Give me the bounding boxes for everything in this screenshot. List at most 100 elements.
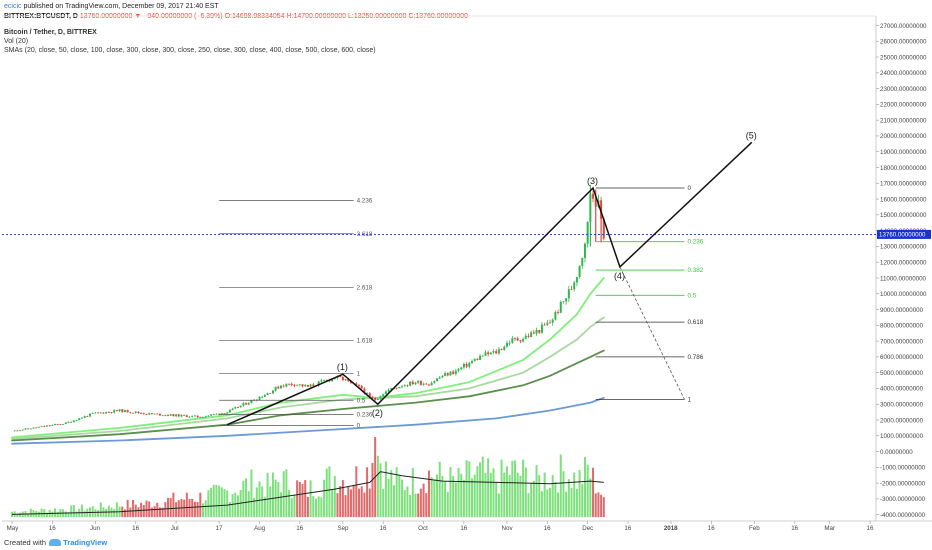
candle-body (13, 430, 16, 432)
fib-extension-label: 0.5 (357, 397, 366, 404)
volume-bar (196, 501, 199, 518)
price-tick-label: 20000.00000000 (880, 133, 927, 140)
candle-body (567, 289, 570, 299)
author-link[interactable]: ecicic (4, 3, 22, 10)
candle-body (266, 393, 269, 396)
candle-body (358, 384, 361, 386)
legend-title[interactable]: Bitcoin / Tether, D, BITTREX (4, 29, 97, 36)
volume-bar (392, 485, 395, 518)
volume-bar (395, 467, 398, 518)
legend-volume[interactable]: Vol (20) (4, 38, 29, 45)
candle-body (35, 427, 38, 429)
candle-body (245, 403, 248, 405)
price-tick-label: 22000.00000000 (880, 102, 927, 109)
candle-body (142, 413, 145, 415)
volume-bar (158, 507, 161, 518)
price-tick-label: -3000.00000000 (880, 496, 926, 503)
price-tick-label: 12000.00000000 (880, 259, 927, 266)
volume-bar (16, 513, 19, 518)
candle-body (118, 409, 121, 412)
time-tick-label: Sep (337, 525, 349, 532)
volume-bar (325, 468, 328, 518)
candle-body (384, 391, 387, 395)
candle-body (403, 385, 406, 387)
candle-body (86, 416, 89, 417)
volume-bar (522, 459, 525, 518)
candle-body (80, 417, 83, 419)
candle-body (511, 338, 514, 343)
volume-bar (317, 496, 320, 518)
volume-bar (290, 498, 293, 518)
candle-body (62, 424, 65, 425)
candle-body (204, 416, 207, 418)
volume-bar (425, 493, 428, 518)
volume-bar (379, 463, 382, 518)
volume-ma (11, 471, 604, 515)
volume-bar (145, 500, 148, 518)
elliott-wave-label: (3) (587, 176, 598, 186)
candle-body (83, 416, 86, 418)
volume-bar (366, 467, 369, 518)
candle-body (236, 407, 239, 408)
candle-body (581, 257, 584, 266)
time-tick-label: 16 (624, 525, 631, 532)
candle-body (484, 352, 487, 356)
elliott-wave-label: (2) (372, 408, 383, 418)
volume-bar (422, 483, 425, 518)
price-tick-label: 18000.00000000 (880, 165, 927, 172)
candle-body (417, 381, 420, 383)
volume-bar (263, 497, 266, 518)
candle-body (473, 359, 476, 362)
volume-bar (427, 470, 430, 518)
candle-body (113, 410, 116, 413)
volume-bar (11, 511, 13, 518)
candle-body (522, 338, 525, 342)
volume-bar (355, 466, 358, 518)
volume-bar (115, 502, 118, 518)
volume-bar (210, 487, 213, 518)
volume-bar (94, 509, 97, 518)
candle-body (532, 332, 535, 334)
candle-body (158, 413, 161, 416)
volume-bar (323, 479, 326, 518)
candle-body (425, 383, 428, 385)
candle-body (441, 376, 444, 378)
candle-body (570, 289, 573, 291)
volume-bar (19, 512, 22, 518)
volume-bar (70, 505, 73, 518)
time-tick-label: 16 (296, 525, 303, 532)
candle-body (94, 412, 97, 414)
time-tick-label: Jun (90, 525, 101, 532)
candle-body (196, 415, 199, 418)
volume-bar (204, 500, 207, 518)
volume-bar (444, 480, 447, 518)
candle-body (516, 338, 519, 341)
volume-bar (465, 460, 468, 518)
candle-body (183, 414, 186, 416)
volume-bar (236, 495, 239, 518)
time-tick-label: 16 (867, 525, 874, 532)
volume-bar (398, 475, 401, 518)
candle-body (540, 324, 543, 333)
volume-bar (312, 496, 315, 518)
time-tick-label: 16 (460, 525, 467, 532)
fib-extension-label: 0.236 (357, 411, 373, 418)
price-tick-label: 3000.00000000 (880, 402, 924, 409)
tradingview-brand[interactable]: TradingView (63, 538, 108, 547)
price-tick-label: 9000.00000000 (880, 307, 924, 314)
footer: Created with TradingView (4, 538, 107, 547)
volume-bar (218, 485, 221, 518)
legend-smas[interactable]: SMAs (20, close, 50, close, 100, close, … (4, 47, 376, 54)
elliott-wave-label: (4) (614, 271, 625, 281)
candle-body (374, 397, 377, 400)
volume-bar (481, 456, 484, 518)
time-tick-label: 16 (791, 525, 798, 532)
volume-bar (600, 494, 603, 518)
volume-bar (161, 507, 164, 518)
volume-bar (500, 459, 503, 518)
candle-body (363, 388, 366, 394)
fib-extension-label: 0 (357, 423, 361, 430)
candle-body (242, 403, 245, 406)
candle-body (59, 424, 62, 425)
